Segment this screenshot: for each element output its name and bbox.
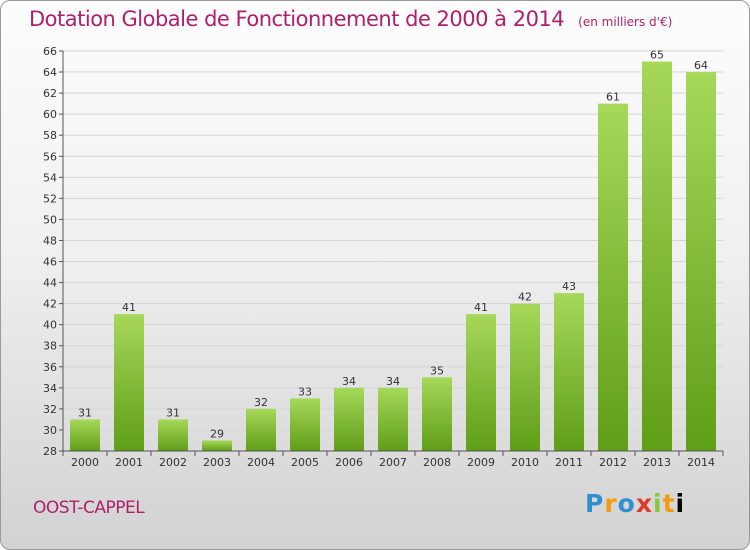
- bar-2011: [554, 293, 584, 451]
- data-label-2003: 29: [210, 427, 224, 440]
- y-tick-label: 64: [43, 66, 57, 79]
- y-tick-label: 66: [43, 45, 57, 58]
- bar-2002: [158, 419, 188, 451]
- x-tick-label-2003: 2003: [203, 456, 231, 469]
- x-tick-label-2007: 2007: [379, 456, 407, 469]
- y-tick-label: 62: [43, 87, 57, 100]
- bar-2005: [290, 398, 320, 451]
- logo-letter: x: [635, 489, 653, 518]
- data-label-2012: 61: [606, 91, 620, 104]
- data-label-2004: 32: [254, 396, 268, 409]
- data-label-2013: 65: [650, 49, 664, 62]
- x-tick-label-2006: 2006: [335, 456, 363, 469]
- data-label-2010: 42: [518, 291, 532, 304]
- title-unit: (en milliers d'€): [578, 15, 673, 29]
- data-label-2011: 43: [562, 280, 576, 293]
- y-tick-label: 46: [43, 256, 57, 269]
- data-label-2007: 34: [386, 375, 400, 388]
- data-label-2005: 33: [298, 385, 312, 398]
- x-tick-label-2004: 2004: [247, 456, 275, 469]
- data-label-2006: 34: [342, 375, 356, 388]
- y-tick-label: 52: [43, 192, 57, 205]
- y-tick-label: 30: [43, 424, 57, 437]
- y-tick-label: 34: [43, 382, 57, 395]
- x-tick-label-2009: 2009: [467, 456, 495, 469]
- bar-2014: [686, 72, 716, 451]
- x-tick-label-2000: 2000: [71, 456, 99, 469]
- bar-2006: [334, 387, 364, 451]
- bar-2003: [202, 440, 232, 451]
- y-tick-label: 50: [43, 213, 57, 226]
- logo-letter: t: [662, 489, 676, 518]
- x-tick-label-2008: 2008: [423, 456, 451, 469]
- logo-letter: i: [653, 489, 663, 518]
- bar-2007: [378, 387, 408, 451]
- y-tick-label: 38: [43, 340, 57, 353]
- bar-2010: [510, 303, 540, 451]
- x-tick-label-2014: 2014: [687, 456, 715, 469]
- proxiti-logo: Proxiti: [585, 489, 685, 518]
- data-label-2008: 35: [430, 364, 444, 377]
- x-tick-label-2005: 2005: [291, 456, 319, 469]
- y-tick-label: 32: [43, 403, 57, 416]
- y-tick-label: 60: [43, 108, 57, 121]
- x-tick-label-2011: 2011: [555, 456, 583, 469]
- data-label-2002: 31: [166, 406, 180, 419]
- logo-letter: i: [675, 489, 686, 518]
- y-tick-label: 54: [43, 171, 57, 184]
- data-label-2001: 41: [122, 301, 136, 314]
- y-tick-label: 42: [43, 298, 57, 311]
- data-label-2014: 64: [694, 59, 708, 72]
- logo-letter: o: [617, 489, 636, 518]
- x-tick-label-2001: 2001: [115, 456, 143, 469]
- axes: [59, 50, 724, 456]
- x-tick-label-2013: 2013: [643, 456, 671, 469]
- y-tick-label: 58: [43, 129, 57, 142]
- bar-2001: [114, 314, 144, 451]
- title-text: Dotation Globale de Fonctionnement de 20…: [29, 7, 565, 31]
- y-tick-label: 36: [43, 361, 57, 374]
- bar-2000: [70, 419, 100, 451]
- y-tick-label: 56: [43, 150, 57, 163]
- labels: 28 30 32 34 36 38 40 42 44 46 48 50 52 54 56 58 60 62 64 66…: [43, 45, 715, 469]
- logo-letter: P: [585, 489, 605, 518]
- bar-2009: [466, 314, 496, 451]
- data-label-2009: 41: [474, 301, 488, 314]
- logo-letter: r: [604, 489, 618, 518]
- bars: [70, 61, 716, 452]
- x-tick-label-2002: 2002: [159, 456, 187, 469]
- x-tick-label-2012: 2012: [599, 456, 627, 469]
- chart-title: Dotation Globale de Fonctionnement de 20…: [29, 7, 672, 31]
- bar-2004: [246, 408, 276, 451]
- commune-name: OOST-CAPPEL: [33, 498, 145, 518]
- data-label-2000: 31: [78, 406, 92, 419]
- bar-2013: [642, 61, 672, 452]
- y-tick-label: 40: [43, 319, 57, 332]
- x-tick-label-2010: 2010: [511, 456, 539, 469]
- bar-2012: [598, 103, 628, 451]
- y-tick-label: 44: [43, 277, 57, 290]
- y-tick-label: 28: [43, 445, 57, 458]
- y-tick-label: 48: [43, 234, 57, 247]
- bar-2008: [422, 377, 452, 451]
